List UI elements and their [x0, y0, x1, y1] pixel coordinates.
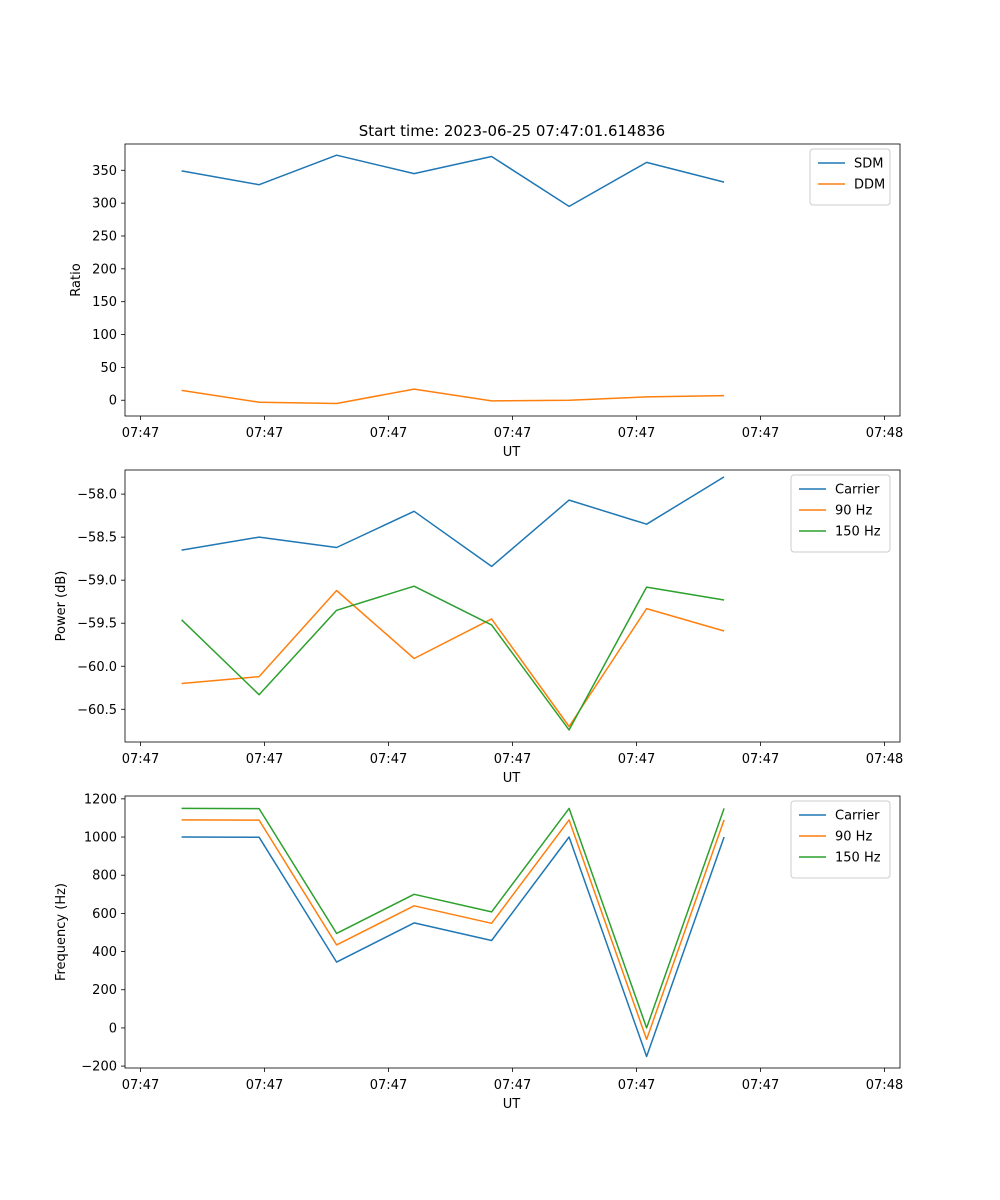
y-tick-label: 600	[92, 907, 117, 922]
series-line-90-hz	[181, 819, 725, 1041]
axes-frame	[124, 469, 901, 743]
legend: Carrier 90 Hz 150 Hz	[790, 800, 891, 879]
series-line-90-hz	[181, 589, 725, 728]
x-tick-label: 07:47	[494, 426, 531, 441]
x-tick-label: 07:47	[494, 1078, 531, 1093]
x-axis-label: UT	[503, 445, 521, 460]
y-tick-label: 200	[92, 262, 117, 277]
legend-box	[790, 800, 891, 879]
y-tick-label: 50	[100, 361, 117, 376]
y-tick-label: −59.5	[77, 617, 117, 632]
x-tick-label: 07:47	[122, 426, 159, 441]
y-axis-label: Ratio	[69, 263, 84, 296]
x-axis-label: UT	[503, 771, 521, 786]
x-tick-label: 07:47	[370, 752, 407, 767]
y-tick-label: 150	[92, 295, 117, 310]
y-tick-label: −59.0	[77, 574, 117, 589]
x-tick-label: 07:47	[742, 426, 779, 441]
x-tick-label: 07:47	[246, 1078, 283, 1093]
y-tick-label: 200	[92, 983, 117, 998]
x-axis-label: UT	[503, 1097, 521, 1112]
x-tick-label: 07:47	[618, 426, 655, 441]
y-axis-label: Frequency (Hz)	[54, 883, 69, 981]
x-tick-label: 07:47	[370, 1078, 407, 1093]
series-line-150-hz	[181, 585, 725, 731]
legend-box	[790, 474, 891, 553]
axes-frame	[124, 143, 901, 417]
x-tick-label: 07:47	[246, 752, 283, 767]
y-tick-label: −60.0	[77, 660, 117, 675]
y-tick-label: 0	[109, 1021, 117, 1036]
x-tick-label: 07:47	[122, 1078, 159, 1093]
legend-label: 90 Hz	[835, 504, 872, 519]
y-tick-label: 800	[92, 869, 117, 884]
y-tick-label: 300	[92, 197, 117, 212]
legend-label: DDM	[854, 178, 885, 193]
x-tick-label: 07:48	[866, 752, 903, 767]
x-tick-label: 07:47	[618, 752, 655, 767]
x-tick-label: 07:47	[742, 752, 779, 767]
chart-title: Start time: 2023-06-25 07:47:01.614836	[359, 122, 665, 140]
legend-label: 90 Hz	[835, 830, 872, 845]
y-tick-label: 400	[92, 945, 117, 960]
chart-panel-3: 07:47 07:47 07:47 07:47 07:47 07:47 07:48 −200 0…	[54, 792, 903, 1112]
y-tick-label: −200	[81, 1060, 117, 1075]
y-tick-label: −58.5	[77, 531, 117, 546]
series-line-ddm	[181, 388, 725, 405]
series-line-sdm	[181, 154, 725, 208]
x-tick-label: 07:47	[122, 752, 159, 767]
x-tick-label: 07:47	[370, 426, 407, 441]
y-tick-label: 1200	[84, 792, 117, 807]
legend-label: 150 Hz	[835, 525, 881, 540]
legend-label: Carrier	[835, 483, 880, 498]
x-tick-label: 07:48	[866, 1078, 903, 1093]
legend-label: SDM	[854, 157, 883, 172]
legend: Carrier 90 Hz 150 Hz	[790, 474, 891, 553]
series-line-carrier	[181, 476, 725, 568]
chart-panel-1: 07:47 07:47 07:47 07:47 07:47 07:47 07:48 0 50 10…	[69, 143, 903, 460]
y-tick-label: 100	[92, 328, 117, 343]
x-tick-label: 07:48	[866, 426, 903, 441]
legend-label: 150 Hz	[835, 851, 881, 866]
y-tick-label: 1000	[84, 831, 117, 846]
x-tick-label: 07:47	[742, 1078, 779, 1093]
legend-label: Carrier	[835, 809, 880, 824]
series-line-150-hz	[181, 807, 725, 1029]
y-tick-label: 350	[92, 164, 117, 179]
x-tick-label: 07:47	[494, 752, 531, 767]
x-tick-label: 07:47	[618, 1078, 655, 1093]
legend: SDM DDM	[809, 148, 891, 206]
chart-panel-2: 07:47 07:47 07:47 07:47 07:47 07:47 07:48 −60.5…	[54, 469, 903, 786]
y-tick-label: −60.5	[77, 703, 117, 718]
y-tick-label: 0	[109, 394, 117, 409]
y-axis-label: Power (dB)	[54, 571, 69, 642]
y-tick-label: −58.0	[77, 488, 117, 503]
panels: 07:47 07:47 07:47 07:47 07:47 07:47 07:48 0 50 10…	[54, 143, 903, 1112]
x-tick-label: 07:47	[246, 426, 283, 441]
series-line-carrier	[181, 836, 725, 1058]
y-tick-label: 250	[92, 229, 117, 244]
